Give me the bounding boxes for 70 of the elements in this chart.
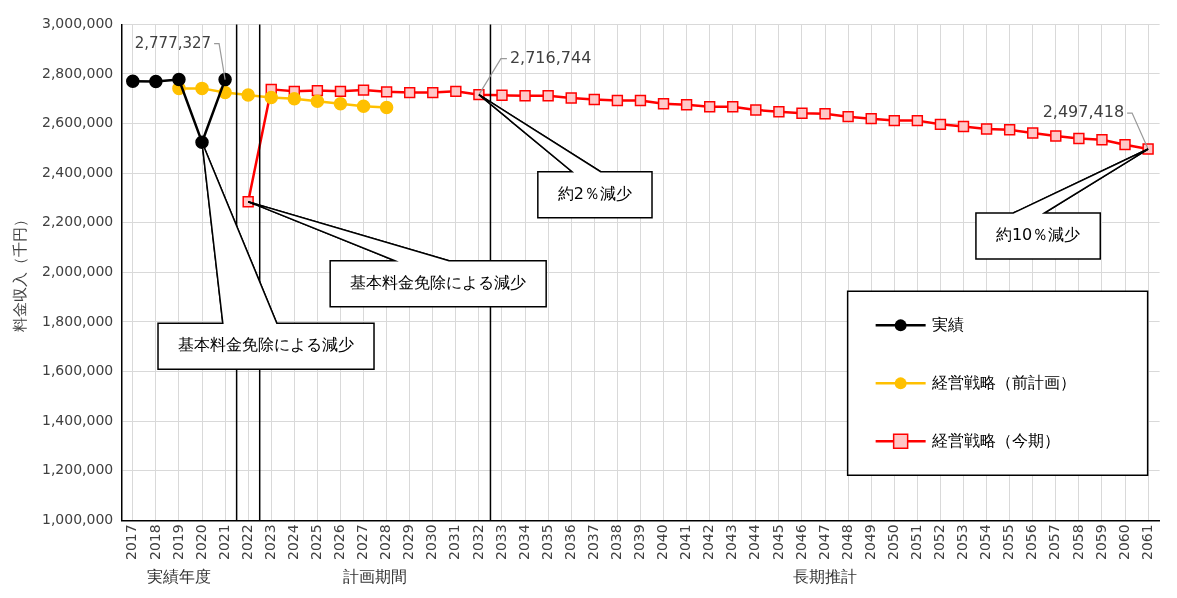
y-tick-label: 1,000,000 (41, 511, 114, 528)
y-axis-title: 料金収入（千円） (10, 212, 29, 333)
x-tick-label: 2047 (815, 524, 832, 561)
x-tick-label: 2040 (654, 524, 671, 561)
x-tick-label: 2021 (215, 524, 232, 561)
x-tick-label: 2035 (538, 524, 555, 561)
x-tick-label: 2054 (977, 524, 994, 561)
x-tick-label: 2045 (769, 524, 786, 561)
y-tick-label: 1,400,000 (41, 411, 114, 428)
x-tick-label: 2029 (400, 524, 417, 561)
y-tick-label: 3,000,000 (41, 15, 114, 32)
y-tick-label: 2,800,000 (41, 64, 114, 81)
x-tick-label: 2048 (838, 524, 855, 561)
x-tick-label: 2058 (1069, 524, 1086, 561)
x-tick-label: 2042 (700, 524, 717, 561)
x-tick-label: 2049 (861, 524, 878, 561)
x-tick-label: 2033 (492, 524, 509, 561)
x-tick-label: 2060 (1115, 524, 1132, 561)
annotation: 約10％減少 (995, 225, 1081, 245)
annotation: 基本料金免除による減少 (178, 335, 355, 355)
x-tick-label: 2046 (792, 524, 809, 561)
x-tick-label: 2056 (1023, 524, 1040, 561)
y-tick-label: 1,200,000 (41, 461, 114, 478)
x-tick-label: 2023 (261, 524, 278, 561)
x-tick-label: 2038 (608, 524, 625, 561)
legend-label: 経営戦略（今期） (930, 430, 1060, 450)
y-tick-label: 1,800,000 (41, 312, 114, 329)
y-tick-label: 2,000,000 (41, 263, 114, 280)
x-tick-label: 2024 (284, 524, 301, 561)
y-tick-label: 2,600,000 (41, 114, 114, 131)
x-tick-label: 2018 (146, 524, 163, 561)
x-tick-label: 2039 (631, 524, 648, 561)
x-tick-label: 2027 (354, 524, 371, 561)
data-label: 2,497,418 (1042, 102, 1125, 122)
x-tick-label: 2053 (954, 524, 971, 561)
x-tick-label: 2059 (1092, 524, 1109, 561)
legend-label: 実績 (931, 314, 964, 334)
x-tick-label: 2025 (308, 524, 325, 561)
text: 実績年度 (146, 567, 211, 587)
annotation: 基本料金免除による減少 (350, 272, 527, 292)
text: 計画期間 (343, 567, 408, 587)
x-tick-label: 2031 (446, 524, 463, 561)
data-label: 2,716,744 (509, 47, 592, 67)
x-tick-label: 2020 (192, 524, 209, 561)
x-tick-label: 2017 (123, 524, 140, 561)
x-tick-label: 2037 (584, 524, 601, 561)
x-tick-label: 2050 (884, 524, 901, 561)
x-tick-label: 2036 (561, 524, 578, 561)
y-tick-label: 2,400,000 (41, 163, 114, 180)
x-tick-label: 2019 (169, 524, 186, 561)
y-tick-label: 1,600,000 (41, 362, 114, 379)
x-tick-label: 2028 (377, 524, 394, 561)
annotation: 約2％減少 (557, 183, 633, 203)
x-tick-label: 2052 (931, 524, 948, 561)
x-tick-label: 2022 (238, 524, 255, 561)
legend-label: 経営戦略（前計画） (930, 372, 1076, 392)
x-tick-label: 2034 (515, 524, 532, 561)
x-tick-label: 2044 (746, 524, 763, 561)
x-tick-label: 2057 (1046, 524, 1063, 561)
x-tick-label: 2026 (331, 524, 348, 561)
data-label: 2,777,327 (134, 33, 212, 52)
x-tick-label: 2030 (423, 524, 440, 561)
x-tick-label: 2061 (1138, 524, 1155, 561)
x-tick-label: 2055 (1000, 524, 1017, 561)
x-tick-label: 2043 (723, 524, 740, 561)
x-tick-label: 2041 (677, 524, 694, 561)
text: 長期推計 (793, 567, 858, 587)
x-tick-label: 2032 (469, 524, 486, 561)
y-tick-label: 2,200,000 (41, 213, 114, 230)
x-tick-label: 2051 (907, 524, 924, 561)
